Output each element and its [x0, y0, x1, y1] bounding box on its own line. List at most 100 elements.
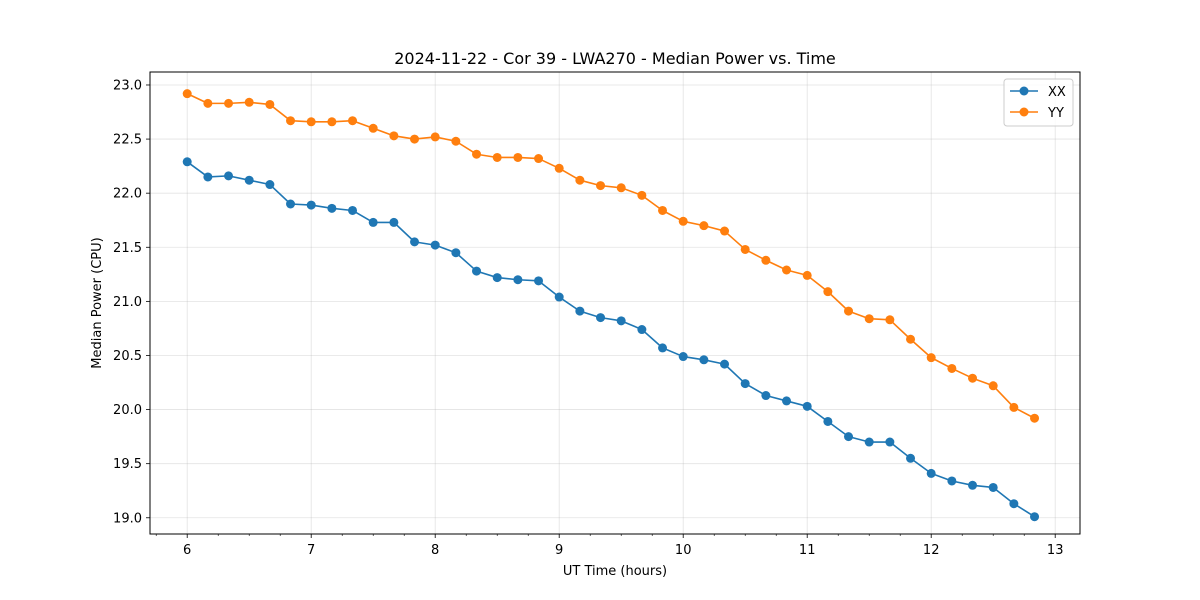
legend-marker-yy [1019, 107, 1029, 117]
data-point-yy [348, 116, 358, 126]
x-tick-label: 9 [555, 543, 563, 558]
data-point-yy [823, 287, 833, 297]
data-point-yy [554, 163, 564, 173]
data-point-xx [389, 217, 399, 227]
data-point-xx [740, 379, 750, 389]
y-tick-label: 20.5 [113, 349, 142, 364]
data-point-xx [802, 401, 812, 411]
data-point-yy [224, 98, 234, 108]
data-point-xx [265, 180, 275, 190]
data-point-yy [244, 97, 254, 107]
data-point-xx [699, 355, 709, 365]
data-point-xx [410, 237, 420, 247]
data-point-xx [947, 476, 957, 486]
x-tick-label: 12 [923, 543, 940, 558]
data-point-yy [844, 306, 854, 316]
data-point-yy [575, 175, 585, 185]
legend-label-yy: YY [1047, 106, 1064, 121]
data-point-xx [203, 172, 213, 182]
y-tick-label: 20.0 [113, 403, 142, 418]
data-point-xx [1030, 512, 1040, 522]
legend-entry-yy: YY [1010, 106, 1064, 121]
data-point-xx [368, 217, 378, 227]
data-point-yy [885, 315, 895, 325]
data-point-xx [678, 352, 688, 362]
data-point-xx [492, 273, 502, 283]
y-tick-label: 22.0 [113, 187, 142, 202]
data-point-yy [389, 131, 399, 141]
data-point-xx [761, 391, 771, 401]
x-tick-label: 6 [183, 543, 191, 558]
legend-label-xx: XX [1048, 85, 1066, 100]
x-tick-label: 10 [675, 543, 692, 558]
data-point-yy [472, 149, 482, 159]
x-axis: 6 7 8 9 10 11 12 13 [155, 534, 1064, 558]
data-point-xx [596, 313, 606, 323]
data-point-xx [616, 316, 626, 326]
data-point-yy [368, 123, 378, 133]
series-line-yy [186, 92, 1035, 419]
data-point-yy [968, 373, 978, 383]
data-point-xx [244, 175, 254, 185]
x-tick-label: 8 [431, 543, 439, 558]
data-point-yy [720, 226, 730, 236]
data-point-xx [926, 468, 936, 478]
data-point-yy [286, 116, 296, 126]
data-point-xx [1009, 499, 1019, 509]
data-point-xx [534, 276, 544, 286]
data-point-yy [1009, 402, 1019, 412]
data-point-yy [430, 132, 440, 142]
y-axis: 19.0 19.5 20.0 20.5 21.0 21.5 22.0 22.5 23.0 [113, 78, 150, 526]
data-point-xx [782, 396, 792, 406]
legend-marker-xx [1019, 86, 1029, 96]
data-point-yy [492, 152, 502, 162]
series-yy [182, 89, 1040, 423]
x-tick-label: 13 [1047, 543, 1064, 558]
data-point-xx [658, 343, 668, 353]
y-tick-label: 22.5 [113, 133, 142, 148]
data-point-yy [203, 98, 213, 108]
data-point-yy [947, 363, 957, 373]
data-point-xx [720, 359, 730, 369]
series-layer [182, 89, 1040, 522]
chart-title: 2024-11-22 - Cor 39 - LWA270 - Median Po… [394, 49, 836, 68]
legend: XX YY [1003, 78, 1074, 127]
data-point-yy [926, 353, 936, 363]
data-point-xx [575, 306, 585, 316]
data-point-yy [1030, 413, 1040, 423]
data-point-yy [740, 244, 750, 254]
data-point-xx [988, 482, 998, 492]
data-point-xx [823, 416, 833, 426]
data-point-yy [182, 89, 192, 99]
data-point-xx [327, 203, 337, 213]
data-point-yy [306, 117, 316, 127]
data-point-xx [554, 292, 564, 302]
data-point-yy [534, 154, 544, 164]
data-point-xx [906, 453, 916, 463]
data-point-xx [451, 248, 461, 258]
data-point-yy [802, 270, 812, 280]
x-tick-label: 7 [307, 543, 315, 558]
data-point-yy [596, 181, 606, 191]
data-point-yy [513, 152, 523, 162]
data-point-yy [678, 216, 688, 226]
y-axis-label: Median Power (CPU) [90, 237, 105, 368]
data-point-yy [451, 136, 461, 146]
data-point-yy [410, 134, 420, 144]
data-point-xx [306, 200, 316, 210]
data-point-xx [864, 437, 874, 447]
data-point-yy [782, 265, 792, 275]
data-point-yy [761, 255, 771, 265]
x-tick-label: 11 [799, 543, 816, 558]
data-point-yy [616, 183, 626, 193]
x-axis-label: UT Time (hours) [563, 564, 667, 579]
data-point-xx [430, 240, 440, 250]
y-tick-label: 19.0 [113, 511, 142, 526]
data-point-xx [844, 432, 854, 442]
data-point-yy [906, 334, 916, 344]
data-point-xx [182, 157, 192, 167]
data-point-xx [224, 171, 234, 181]
data-point-yy [637, 190, 647, 200]
